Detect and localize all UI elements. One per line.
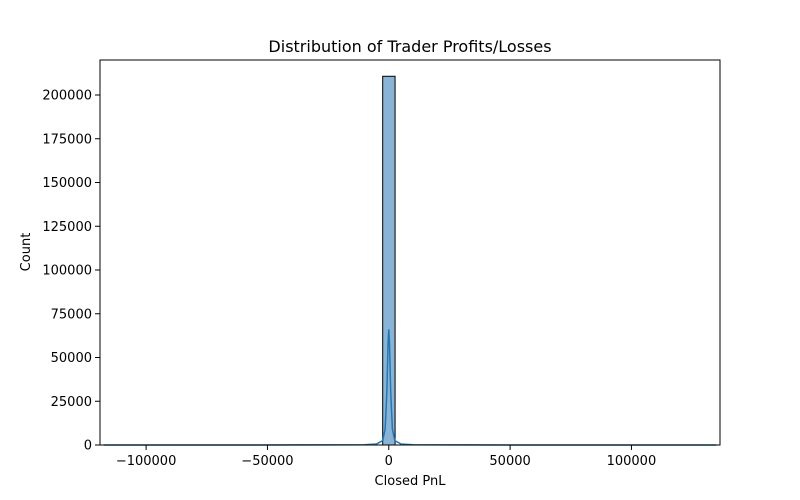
plot-area xyxy=(103,75,717,446)
y-tick-label: 25000 xyxy=(51,395,92,410)
histogram-bar xyxy=(382,75,396,446)
y-tick-label: 100000 xyxy=(42,264,92,279)
x-tick-label: −100000 xyxy=(116,454,177,469)
plot-frame xyxy=(99,59,721,446)
x-tick-label: 0 xyxy=(385,454,393,469)
y-axis: 0 25000 50000 75000 100000 125000 150000 175000… xyxy=(42,89,100,454)
y-tick-label: 125000 xyxy=(42,220,92,235)
y-tick-label: 175000 xyxy=(42,132,92,147)
y-tick-label: 200000 xyxy=(42,89,92,104)
y-tick-label: 150000 xyxy=(42,176,92,191)
x-tick-label: 50000 xyxy=(489,454,530,469)
chart-title: Distribution of Trader Profits/Losses xyxy=(268,37,551,56)
y-tick-label: 0 xyxy=(84,439,92,454)
y-tick-label: 50000 xyxy=(51,351,92,366)
y-axis-label: Count xyxy=(19,233,34,272)
x-axis-label: Closed PnL xyxy=(375,474,447,489)
x-tick-label: −50000 xyxy=(241,454,293,469)
x-tick-label: 100000 xyxy=(607,454,657,469)
y-tick-label: 75000 xyxy=(51,307,92,322)
x-axis: −100000 −50000 0 50000 100000 xyxy=(116,445,656,469)
kde-line xyxy=(103,329,717,446)
